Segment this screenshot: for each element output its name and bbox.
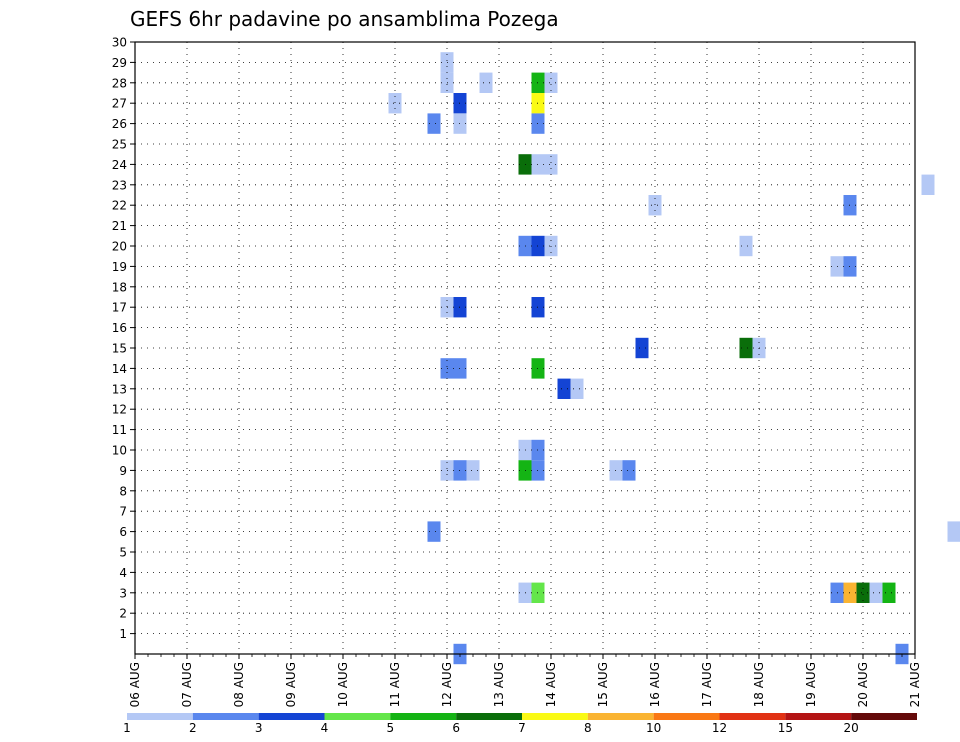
chart-title: GEFS 6hr padavine po ansamblima Pozega <box>130 7 559 31</box>
x-tick-label-13: 19 AUG <box>804 662 818 707</box>
cell-member-20-t11.75 <box>739 235 753 257</box>
cell-member-28-t6.75 <box>479 72 493 93</box>
y-tick-label-25: 25 <box>112 138 127 152</box>
legend-swatch-1 <box>192 713 259 720</box>
y-axis: 1234567891011121314151617181920212223242… <box>112 36 135 641</box>
y-tick-label-5: 5 <box>119 546 127 560</box>
legend-swatch-2 <box>258 713 325 720</box>
cell-member-23-t15.25 <box>921 174 935 195</box>
cell-member-6-t15.75 <box>947 521 960 542</box>
cell-member-24-t8 <box>544 154 558 175</box>
legend-label-20: 20 <box>844 721 859 735</box>
y-tick-label-21: 21 <box>112 219 127 233</box>
y-tick-label-24: 24 <box>112 158 127 172</box>
legend-label-5: 5 <box>387 721 395 735</box>
legend-swatch-6 <box>522 713 588 720</box>
color-legend: 1 2 3 4 5 6 7 8 10 12 15 20 <box>123 713 917 735</box>
x-tick-label-2: 08 AUG <box>232 662 246 707</box>
y-tick-label-22: 22 <box>112 199 127 213</box>
cell-member-26-t5.75 <box>427 113 441 134</box>
y-tick-label-23: 23 <box>112 178 127 192</box>
x-tick-label-11: 17 AUG <box>700 662 714 707</box>
cell-member-3-t14.5 <box>882 582 896 603</box>
legend-label-6: 6 <box>452 721 460 735</box>
x-tick-label-5: 11 AUG <box>388 662 402 707</box>
cell-member-9-t6.5 <box>466 460 480 481</box>
y-tick-label-13: 13 <box>112 382 127 396</box>
y-tick-label-18: 18 <box>112 280 127 294</box>
cell-member-13-t8.25 <box>557 378 571 399</box>
x-tick-label-15: 21 AUG <box>908 662 922 707</box>
y-tick-label-20: 20 <box>112 240 127 254</box>
y-tick-label-26: 26 <box>112 117 127 131</box>
cell-member-9-t9.5 <box>622 460 636 481</box>
y-tick-label-27: 27 <box>112 97 127 111</box>
y-tick-label-6: 6 <box>119 525 127 539</box>
x-tick-label-8: 14 AUG <box>544 662 558 707</box>
cell-member-28-t8 <box>544 72 558 93</box>
legend-swatch-10 <box>785 713 852 720</box>
legend-swatch-4 <box>390 713 457 720</box>
y-tick-label-16: 16 <box>112 321 127 335</box>
cell-member-13-t8.5 <box>570 378 584 399</box>
y-tick-label-1: 1 <box>119 627 127 641</box>
y-tick-label-29: 29 <box>112 56 127 70</box>
y-tick-label-11: 11 <box>112 423 127 437</box>
y-tick-label-2: 2 <box>119 607 127 621</box>
y-tick-label-19: 19 <box>112 260 127 274</box>
cell-member-22-t10 <box>648 195 662 216</box>
cell-member-3-t14.25 <box>869 582 883 603</box>
legend-swatch-0 <box>127 713 193 720</box>
y-tick-label-4: 4 <box>119 566 127 580</box>
x-tick-label-14: 20 AUG <box>856 662 870 707</box>
x-tick-label-1: 07 AUG <box>180 662 194 707</box>
legend-swatch-3 <box>324 713 391 720</box>
legend-label-15: 15 <box>778 721 793 735</box>
x-tick-label-9: 15 AUG <box>596 662 610 707</box>
y-tick-label-12: 12 <box>112 403 127 417</box>
x-axis: 06 AUG 07 AUG 08 AUG 09 AUG 10 AUG 11 AUG 12 A… <box>128 654 922 707</box>
cell-member-6-t5.75 <box>427 521 441 542</box>
legend-label-7: 7 <box>518 721 526 735</box>
legend-label-2: 2 <box>189 721 197 735</box>
legend-label-4: 4 <box>321 721 329 735</box>
x-tick-label-7: 13 AUG <box>492 662 506 707</box>
x-tick-label-4: 10 AUG <box>336 662 350 707</box>
y-tick-label-7: 7 <box>119 505 127 519</box>
heatmap-cells <box>388 52 960 665</box>
x-tick-label-6: 12 AUG <box>440 662 454 707</box>
legend-swatch-7 <box>587 713 654 720</box>
x-tick-label-3: 09 AUG <box>284 662 298 707</box>
cell-member-15-t9.75 <box>635 337 649 359</box>
legend-label-3: 3 <box>255 721 263 735</box>
y-tick-label-9: 9 <box>119 464 127 478</box>
legend-swatch-9 <box>719 713 786 720</box>
cell-member-15-t11.75 <box>739 337 753 359</box>
y-tick-label-3: 3 <box>119 586 127 600</box>
x-tick-label-0: 06 AUG <box>128 662 142 707</box>
y-tick-label-8: 8 <box>119 484 127 498</box>
y-tick-label-15: 15 <box>112 342 127 356</box>
grid-lines <box>135 42 915 654</box>
legend-swatch-11 <box>851 713 917 720</box>
y-tick-label-30: 30 <box>112 36 127 50</box>
x-tick-label-12: 18 AUG <box>752 662 766 707</box>
cell-member-3-t14 <box>856 582 870 603</box>
y-tick-label-14: 14 <box>112 362 127 376</box>
x-tick-label-10: 16 AUG <box>648 662 662 707</box>
legend-label-12: 12 <box>712 721 727 735</box>
legend-label-8: 8 <box>584 721 592 735</box>
y-tick-label-17: 17 <box>112 301 127 315</box>
cell-member-27-t5 <box>388 93 402 114</box>
y-tick-label-10: 10 <box>112 444 127 458</box>
legend-label-1: 1 <box>123 721 131 735</box>
legend-swatch-8 <box>653 713 720 720</box>
legend-label-10: 10 <box>646 721 661 735</box>
legend-swatch-5 <box>456 713 522 720</box>
y-tick-label-28: 28 <box>112 76 127 90</box>
